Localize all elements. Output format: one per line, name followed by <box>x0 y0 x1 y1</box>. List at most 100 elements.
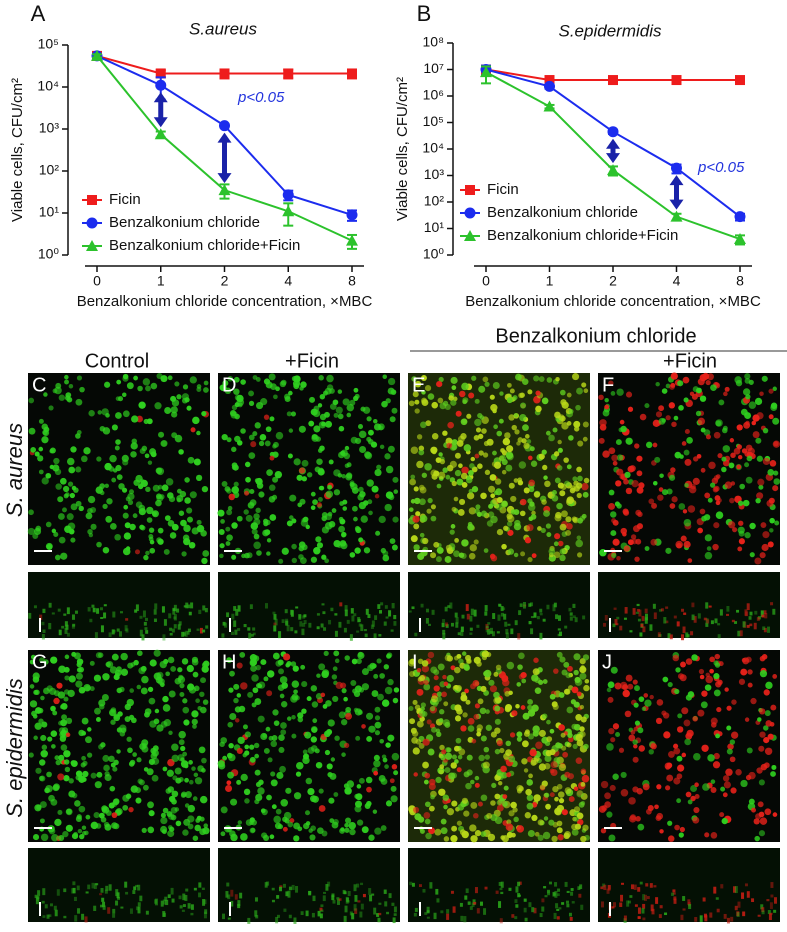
cross-cell <box>51 612 55 615</box>
cell <box>430 469 438 477</box>
cell <box>506 445 514 453</box>
cell <box>742 499 750 507</box>
cross-cell <box>271 899 275 903</box>
column-header: Control <box>85 350 149 372</box>
y-tick-label: 10⁶ <box>423 87 444 103</box>
cross-cell <box>77 908 81 914</box>
cell <box>177 754 185 762</box>
cross-cell <box>536 616 540 620</box>
cell <box>290 661 297 667</box>
cell <box>610 666 618 674</box>
cross-cell <box>295 886 299 893</box>
cell <box>749 522 756 530</box>
cell <box>361 826 369 834</box>
cell <box>186 664 194 673</box>
cell <box>470 456 476 462</box>
cell <box>75 774 81 781</box>
cross-cell <box>336 897 340 900</box>
cell <box>575 733 583 742</box>
cross-section <box>598 848 780 922</box>
cell <box>730 787 737 794</box>
cell <box>767 541 774 548</box>
cross-cell <box>272 611 276 615</box>
cell <box>765 720 772 727</box>
cell <box>705 379 711 386</box>
cell <box>309 396 316 403</box>
cell <box>301 544 308 551</box>
cell <box>273 394 278 400</box>
cell <box>247 691 254 698</box>
cell <box>450 376 458 384</box>
cell <box>414 399 420 405</box>
cross-cell <box>338 898 342 901</box>
cross-cell <box>539 913 543 918</box>
cell <box>191 658 199 666</box>
cell <box>345 706 352 713</box>
cell <box>687 691 695 698</box>
cross-cell <box>484 886 488 890</box>
cell <box>526 802 534 810</box>
legend-marker <box>465 185 475 195</box>
cell <box>339 540 347 547</box>
cross-cell <box>673 898 677 904</box>
cell <box>72 760 78 766</box>
cell <box>198 746 206 754</box>
cell <box>130 451 137 458</box>
cell <box>383 664 390 670</box>
cell <box>559 490 566 497</box>
cell <box>546 532 552 538</box>
cross-cell <box>552 604 556 612</box>
cell <box>480 492 487 500</box>
cell <box>366 735 373 742</box>
cell <box>451 825 458 832</box>
cross-cell <box>181 909 185 912</box>
cell <box>279 693 285 699</box>
cell <box>560 483 567 490</box>
cross-cell <box>162 634 166 641</box>
cell <box>434 828 442 836</box>
cell <box>460 418 468 426</box>
cell <box>133 479 140 486</box>
cell <box>557 447 563 453</box>
cell <box>700 467 706 473</box>
cell <box>517 664 523 670</box>
cell <box>581 774 590 783</box>
cell <box>729 756 736 763</box>
cross-cell <box>237 900 241 907</box>
cell <box>110 719 116 725</box>
cell <box>315 536 322 543</box>
cross-cell <box>199 627 203 634</box>
cell <box>419 675 426 681</box>
cell <box>341 688 347 694</box>
cell <box>142 743 148 749</box>
cross-cell <box>557 633 561 637</box>
cross-cell <box>302 623 306 627</box>
cell <box>548 819 555 826</box>
cell <box>116 749 121 754</box>
cell <box>695 410 702 417</box>
cell <box>134 549 140 555</box>
cell <box>87 495 96 504</box>
cell <box>254 698 262 705</box>
cross-cell <box>445 624 449 628</box>
cell <box>633 702 639 708</box>
cross-cell <box>73 896 77 902</box>
cross-cell <box>322 611 326 615</box>
cross-cell <box>665 620 669 624</box>
cell <box>345 473 353 481</box>
cross-cell <box>524 917 528 922</box>
cell <box>676 726 684 733</box>
cell <box>357 651 364 658</box>
cell <box>480 794 488 802</box>
cell <box>273 720 280 726</box>
cell <box>338 711 346 719</box>
cell <box>580 716 587 723</box>
cell <box>442 674 447 680</box>
cell <box>459 390 466 398</box>
cell <box>430 794 435 800</box>
cell <box>327 719 335 727</box>
cross-cell <box>734 905 738 911</box>
cell <box>755 497 761 504</box>
cell <box>111 477 117 483</box>
cell <box>290 695 298 703</box>
